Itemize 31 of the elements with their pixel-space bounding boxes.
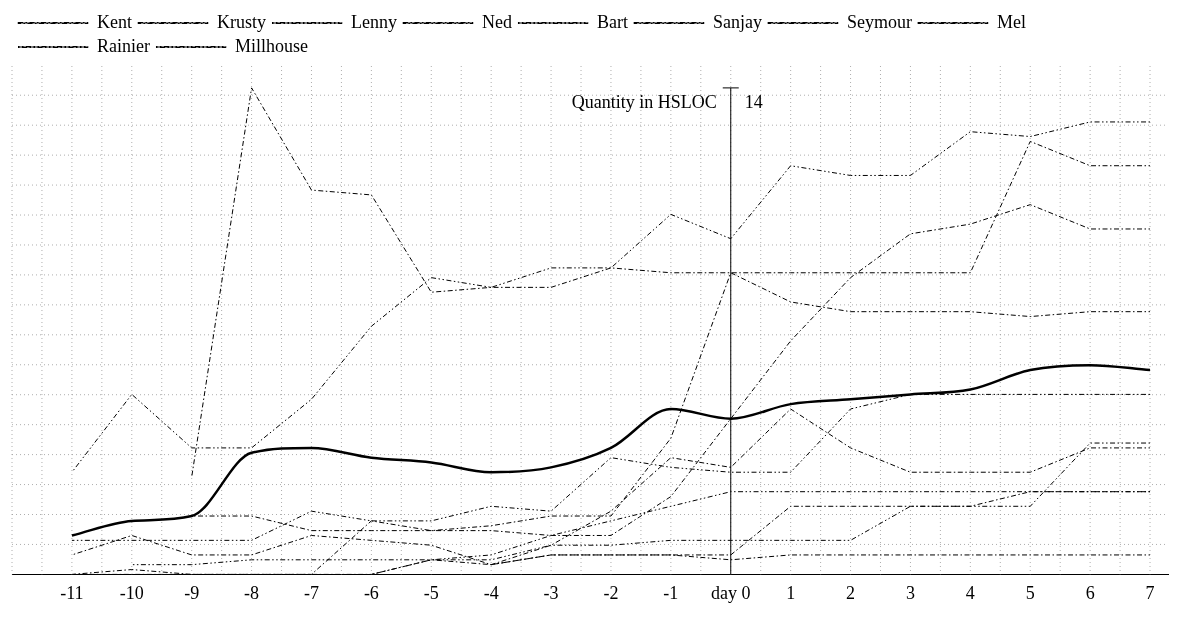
x-tick-label: -8 bbox=[244, 582, 260, 603]
x-tick-label: -6 bbox=[363, 582, 379, 603]
legend-label: Krusty bbox=[216, 11, 266, 32]
x-tick-label: 5 bbox=[1025, 582, 1035, 603]
x-tick-label: -4 bbox=[483, 582, 499, 603]
x-tick-label: -11 bbox=[60, 582, 84, 603]
legend-label: Kent bbox=[97, 11, 132, 32]
x-tick-label: 1 bbox=[786, 582, 796, 603]
x-tick-label: -2 bbox=[603, 582, 619, 603]
x-tick-label: -3 bbox=[543, 582, 559, 603]
legend-label: Bart bbox=[596, 11, 628, 32]
x-tick-label: 4 bbox=[965, 582, 975, 603]
x-tick-label: -10 bbox=[119, 582, 144, 603]
legend-label: Mel bbox=[996, 11, 1026, 32]
legend-label: Millhouse bbox=[234, 35, 308, 56]
x-tick-label: -9 bbox=[184, 582, 200, 603]
legend-label: Lenny bbox=[350, 11, 397, 32]
legend-label: Rainier bbox=[97, 35, 150, 56]
legend-label: Seymour bbox=[846, 11, 912, 32]
annotation: 14 bbox=[744, 91, 763, 112]
x-tick-label: -7 bbox=[303, 582, 319, 603]
x-tick-label: day 0 bbox=[711, 582, 751, 603]
x-tick-label: 3 bbox=[905, 582, 915, 603]
legend-label: Ned bbox=[481, 11, 512, 32]
x-tick-label: -5 bbox=[423, 582, 439, 603]
y-axis-title: Quantity in HSLOC bbox=[571, 91, 717, 112]
x-tick-label: 2 bbox=[846, 582, 856, 603]
x-tick-label: 6 bbox=[1085, 582, 1095, 603]
x-tick-label: -1 bbox=[663, 582, 679, 603]
x-tick-label: 7 bbox=[1145, 582, 1155, 603]
legend-label: Sanjay bbox=[712, 11, 762, 32]
